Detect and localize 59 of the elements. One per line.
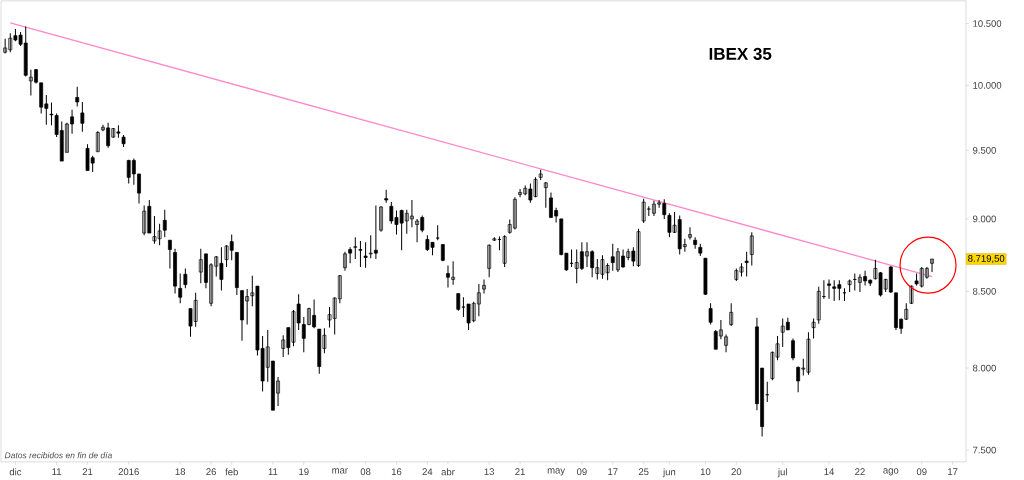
y-tick-label: 7.500: [973, 446, 996, 454]
y-tick-label: 10.000: [973, 82, 1002, 89]
x-tick-label: 26: [206, 468, 216, 476]
x-tick-label: 16: [391, 468, 402, 476]
x-tick-label: 17: [948, 468, 958, 475]
x-tick-label: 20: [731, 468, 742, 476]
x-tick-label: 09: [576, 468, 587, 476]
candlestick: [363, 241, 368, 269]
x-tick-label: 2016: [118, 468, 139, 476]
candlestick: [847, 278, 852, 293]
candlestick: [744, 251, 749, 278]
x-tick-label: may: [547, 468, 566, 476]
text: IBEX 35: [709, 47, 772, 60]
x-tick-label: 09: [916, 468, 927, 476]
y-tick-label: 9.000: [972, 215, 996, 223]
x-tick-label: 25: [638, 468, 649, 476]
candlestick: [353, 236, 358, 260]
candlestick: [435, 224, 440, 241]
candlestick: [641, 198, 646, 224]
y-tick-label: 8.500: [972, 287, 996, 295]
x-tick-label: 21: [515, 468, 525, 475]
x-tick-label: 18: [175, 468, 186, 476]
candlestick: [121, 134, 126, 148]
candlestick: [811, 317, 816, 339]
x-tick-label: 11: [52, 468, 62, 475]
x-tick-label: 13: [484, 468, 495, 476]
x-tick-label: feb: [225, 468, 238, 476]
x-tick-label: 11: [268, 468, 278, 475]
x-tick-label: jun: [662, 468, 676, 478]
x-tick-label: 08: [360, 468, 371, 476]
candlestick: [538, 169, 543, 181]
x-tick-label: 14: [824, 468, 835, 475]
y-tick-label: 8.000: [972, 364, 996, 372]
x-tick-label: 22: [855, 468, 865, 475]
x-tick-label: 17: [608, 468, 618, 475]
candlestick: [183, 267, 188, 289]
text: 8.719,50: [968, 255, 1005, 263]
x-tick-label: abr: [441, 468, 455, 476]
candlestick: [909, 284, 914, 305]
candlestick: [708, 302, 713, 326]
x-tick-label: 10: [700, 468, 711, 476]
candlestick: [80, 101, 85, 133]
x-tick-label: mar: [332, 468, 348, 474]
candlestick: [75, 86, 80, 107]
candlestick: [703, 257, 708, 296]
candlestick: [358, 240, 363, 268]
x-tick-label: jul: [777, 468, 787, 478]
candlestick: [492, 236, 497, 242]
candlestick: [502, 234, 507, 268]
x-tick-label: 19: [299, 468, 309, 476]
candlestick: [543, 181, 548, 209]
x-tick-label: 24: [422, 468, 433, 475]
y-tick-label: 9.500: [972, 147, 996, 154]
x-tick-label: dic: [9, 468, 22, 476]
candlestick: [384, 189, 389, 204]
x-tick-label: ago: [883, 468, 899, 476]
x-tick-label: 21: [82, 468, 93, 475]
y-tick-label: 10.500: [973, 20, 1002, 27]
annotation: Datos recibidos en fin de día: [4, 451, 112, 459]
